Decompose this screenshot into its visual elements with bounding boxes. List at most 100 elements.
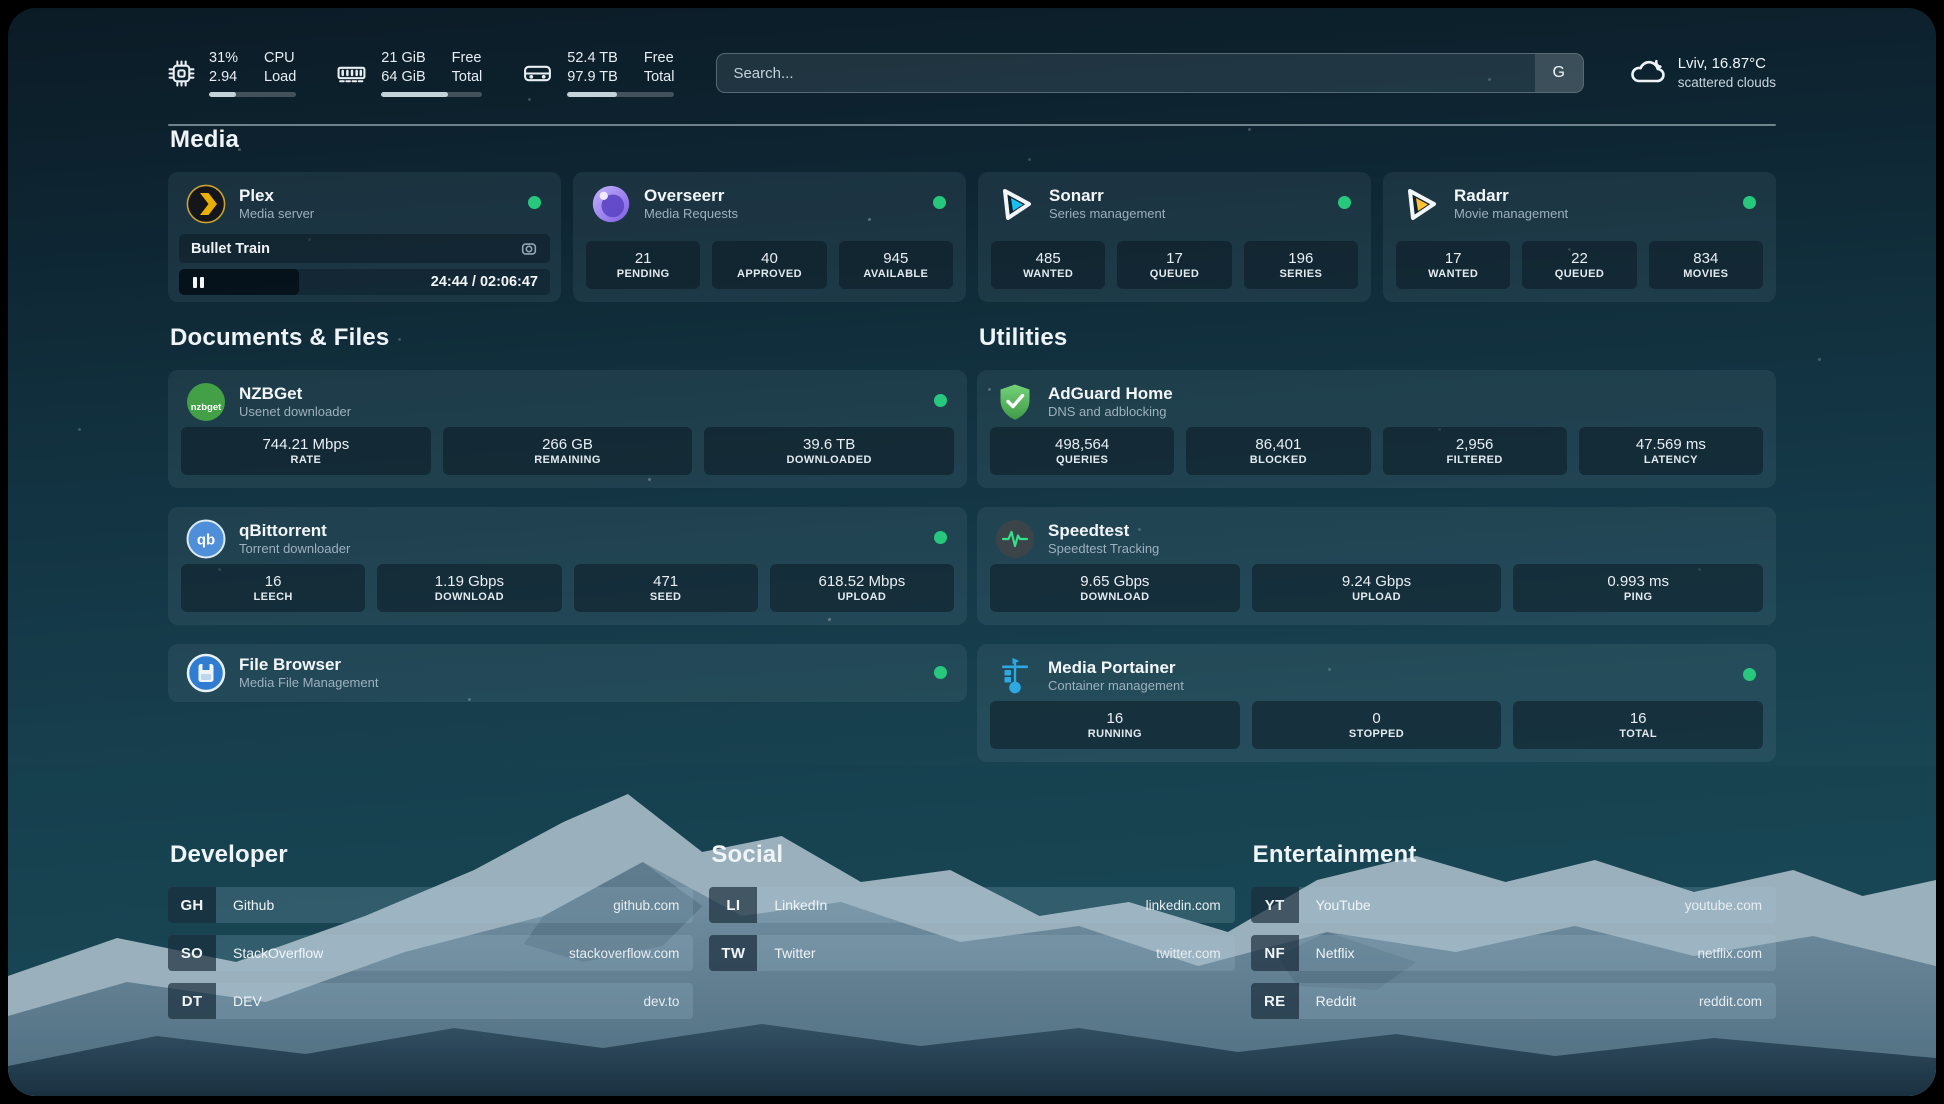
cpu-icon — [168, 60, 195, 87]
status-indicator — [1338, 196, 1351, 209]
search-engine-button[interactable]: G — [1534, 54, 1583, 92]
weather-widget: Lviv, 16.87°C scattered clouds — [1628, 54, 1776, 92]
portainer-icon — [995, 656, 1035, 696]
app-card-overseerr[interactable]: Overseerr Media Requests 21 PENDING 40 APP… — [573, 172, 966, 302]
bookmark-abbr: SO — [168, 935, 216, 971]
bookmark-row-reddit[interactable]: RE Reddit reddit.com — [1250, 983, 1776, 1019]
bookmark-abbr: YT — [1250, 887, 1299, 923]
app-card-nzbget[interactable]: nzbget NZBGet Usenet downloader 744.21 M… — [168, 370, 967, 488]
plex-icon — [186, 184, 226, 224]
filebrowser-icon — [186, 653, 226, 693]
bookmark-name: Twitter — [774, 945, 816, 961]
sonarr-icon — [996, 184, 1036, 224]
app-subtitle: Media Requests — [644, 206, 738, 222]
bookmark-name: Reddit — [1315, 993, 1357, 1009]
app-card-portainer[interactable]: Media Portainer Container management 16 R… — [977, 644, 1776, 762]
qbittorrent-icon: qb — [186, 519, 226, 559]
stat-upload: 618.52 Mbps UPLOAD — [769, 564, 954, 612]
app-name: qBittorrent — [239, 520, 327, 540]
app-card-plex[interactable]: Plex Media server Bullet Train — [168, 172, 561, 302]
memory-progress-bar — [381, 91, 483, 97]
stat-total: 16 TOTAL — [1513, 701, 1764, 749]
app-subtitle: Usenet downloader — [239, 404, 352, 420]
mountain-background — [8, 766, 1936, 1096]
memory-total-value: 64 GiB — [381, 69, 426, 85]
camera-icon[interactable] — [520, 240, 538, 258]
app-card-sonarr[interactable]: Sonarr Series management 485 WANTED 17 QUE… — [978, 172, 1371, 302]
cpu-load-value: 2.94 — [209, 69, 238, 85]
app-name: Speedtest — [1048, 520, 1130, 540]
speedtest-icon — [995, 519, 1035, 559]
stat-filtered: 2,956 FILTERED — [1382, 427, 1567, 475]
dashboard-frame: 31% 2.94 CPU Load — [8, 8, 1936, 1096]
stat-leech: 16 LEECH — [181, 564, 366, 612]
bookmark-row-stackoverflow[interactable]: SO StackOverflow stackoverflow.com — [168, 935, 694, 971]
app-subtitle: Media File Management — [239, 675, 379, 691]
app-subtitle: Series management — [1049, 206, 1166, 222]
bookmark-abbr: RE — [1250, 983, 1299, 1019]
cpu-load-label: Load — [264, 69, 297, 85]
stat-blocked: 86,401 BLOCKED — [1186, 427, 1371, 475]
pause-icon — [193, 276, 197, 288]
bookmark-row-github[interactable]: GH Github github.com — [168, 887, 694, 923]
radarr-icon — [1401, 184, 1441, 224]
stat-queued: 22 QUEUED — [1522, 241, 1637, 289]
stat-wanted: 17 WANTED — [1396, 241, 1511, 289]
bookmark-url: github.com — [613, 897, 680, 913]
disk-total-value: 97.9 TB — [567, 69, 618, 85]
app-subtitle: Media server — [239, 206, 315, 222]
app-card-adguard[interactable]: AdGuard Home DNS and adblocking 498,564 Q… — [977, 370, 1776, 488]
now-playing-title: Bullet Train — [191, 240, 270, 257]
pause-button[interactable] — [179, 269, 299, 295]
app-name: File Browser — [239, 654, 342, 674]
bookmark-url: linkedin.com — [1145, 897, 1221, 913]
memory-free-label: Free — [451, 50, 482, 67]
stat-pending: 21 PENDING — [586, 241, 701, 289]
social-section-title: Social — [711, 841, 784, 868]
memory-free-value: 21 GiB — [381, 50, 426, 67]
stat-download: 9.65 Gbps DOWNLOAD — [990, 564, 1240, 612]
bookmark-abbr: NF — [1250, 935, 1299, 971]
playback-bar: 24:44 / 02:06:47 — [179, 269, 550, 295]
app-card-speedtest[interactable]: Speedtest Speedtest Tracking 9.65 Gbps DO… — [977, 507, 1776, 625]
app-card-filebrowser[interactable]: File Browser Media File Management — [168, 644, 967, 702]
bookmark-abbr: TW — [709, 935, 758, 971]
bookmark-url: netflix.com — [1697, 945, 1762, 961]
app-subtitle: Speedtest Tracking — [1048, 541, 1160, 557]
top-bar: 31% 2.94 CPU Load — [168, 42, 1776, 104]
stat-ping: 0.993 ms PING — [1513, 564, 1764, 612]
app-name: Radarr — [1454, 185, 1509, 205]
search-input[interactable] — [717, 64, 1535, 82]
status-indicator — [933, 196, 946, 209]
stat-upload: 9.24 Gbps UPLOAD — [1251, 564, 1502, 612]
disk-widget: 52.4 TB 97.9 TB Free Total — [522, 49, 675, 97]
bookmark-abbr: DT — [168, 983, 216, 1019]
app-name: Sonarr — [1049, 185, 1104, 205]
bookmark-url: youtube.com — [1684, 897, 1762, 913]
cpu-label: CPU — [264, 50, 295, 67]
app-card-radarr[interactable]: Radarr Movie management 17 WANTED 22 QUEUE… — [1383, 172, 1776, 302]
stat-queries: 498,564 QUERIES — [990, 427, 1175, 475]
bookmark-row-twitter[interactable]: TW Twitter twitter.com — [709, 935, 1235, 971]
now-playing-row: Bullet Train — [179, 234, 550, 263]
stat-rate: 744.21 Mbps RATE — [181, 427, 431, 475]
app-card-qbittorrent[interactable]: qb qBittorrent Torrent downloader 16 LEEC… — [168, 507, 967, 625]
disk-total-label: Total — [643, 69, 675, 85]
bookmark-row-netflix[interactable]: NF Netflix netflix.com — [1250, 935, 1776, 971]
stat-running: 16 RUNNING — [990, 701, 1240, 749]
svg-text:nzbget: nzbget — [191, 402, 222, 413]
stat-movies: 834 MOVIES — [1648, 241, 1763, 289]
bookmark-abbr: GH — [168, 887, 216, 923]
bookmark-row-linkedin[interactable]: LI LinkedIn linkedin.com — [709, 887, 1235, 923]
bookmark-row-dev[interactable]: DT DEV dev.to — [168, 983, 694, 1019]
stat-remaining: 266 GB REMAINING — [442, 427, 693, 475]
weather-condition: scattered clouds — [1677, 75, 1776, 91]
cpu-progress-bar — [209, 91, 297, 97]
nzbget-icon: nzbget — [186, 382, 226, 422]
disk-icon — [522, 60, 553, 87]
status-indicator — [1743, 196, 1756, 209]
documents-section-title: Documents & Files — [170, 324, 390, 351]
status-indicator — [934, 394, 947, 407]
memory-widget: 21 GiB 64 GiB Free Total — [336, 49, 483, 97]
bookmark-row-youtube[interactable]: YT YouTube youtube.com — [1250, 887, 1776, 923]
